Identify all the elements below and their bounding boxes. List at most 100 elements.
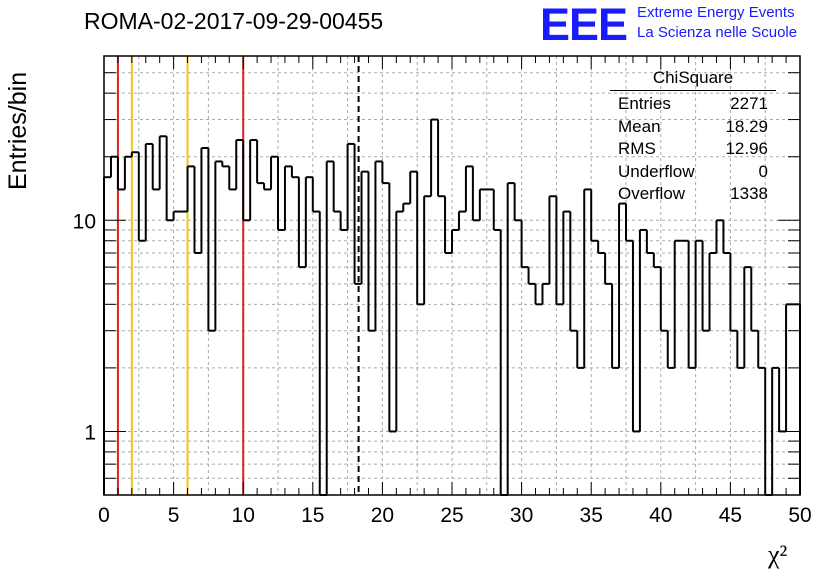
histogram-bin — [513, 183, 522, 222]
histogram-bin — [332, 161, 341, 213]
histogram-bin — [645, 229, 654, 255]
histogram-bin — [277, 156, 285, 231]
histogram-bin — [631, 240, 640, 433]
histogram-bin — [290, 166, 299, 179]
stats-label: Overflow — [618, 184, 686, 203]
histogram-bin — [659, 267, 668, 332]
histogram-bin — [590, 189, 599, 242]
histogram-bin — [492, 189, 501, 231]
stats-row-entries: Entries 2271 — [610, 93, 776, 116]
histogram-bin — [638, 228, 647, 432]
histogram-bin — [297, 177, 306, 269]
histogram-bin — [569, 211, 578, 332]
stats-value: 0 — [758, 161, 768, 181]
histogram-bin — [116, 156, 125, 191]
histogram-bin — [611, 283, 620, 369]
x-tick-label: 25 — [440, 504, 463, 527]
stats-value: 12.96 — [725, 139, 768, 158]
histogram-bin — [193, 166, 202, 255]
histogram-bin — [444, 196, 452, 255]
histogram-bin — [409, 170, 418, 204]
histogram-bin — [339, 211, 348, 231]
histogram-bin — [395, 210, 404, 432]
histogram-bin — [283, 165, 292, 230]
histogram-bin — [694, 239, 703, 368]
x-tick-label: 10 — [232, 504, 255, 527]
x-tick-label: 50 — [788, 504, 811, 527]
histogram-bin — [464, 165, 473, 212]
histogram-bin — [130, 151, 139, 157]
histogram-bin — [548, 195, 557, 284]
histogram-bin — [583, 188, 592, 368]
x-tick-label: 45 — [719, 504, 742, 527]
stats-value: 2271 — [730, 94, 768, 113]
axis-ticks — [103, 55, 801, 496]
x-tick-label: 0 — [98, 504, 110, 527]
reference-lines — [116, 56, 360, 495]
histogram-bin — [506, 182, 515, 495]
stats-value: 18.29 — [725, 116, 768, 136]
histogram-bin — [353, 143, 362, 285]
histogram-bin — [388, 183, 397, 433]
grid-lines — [104, 55, 800, 496]
histogram-bin — [757, 330, 766, 369]
histogram-bin — [625, 203, 633, 242]
logo-caption-2: La Scienza nelle Scuole — [637, 24, 798, 41]
histogram-bin — [360, 170, 369, 284]
histogram-bin — [778, 367, 787, 433]
histogram-bin — [673, 239, 682, 368]
histogram-bin — [137, 152, 146, 242]
histogram-bin — [652, 253, 661, 269]
histogram-bin — [207, 148, 216, 332]
histogram-bin — [186, 165, 195, 212]
histogram-bin — [214, 160, 223, 331]
histogram-bin — [325, 160, 334, 495]
histogram-bin — [151, 143, 160, 191]
x-tick-label: 40 — [649, 504, 672, 527]
histogram-bin — [729, 253, 738, 332]
histogram-bin — [270, 155, 278, 190]
stats-title: ChiSquare — [610, 68, 776, 91]
histogram-bin — [618, 202, 626, 368]
histogram-bin — [708, 252, 717, 331]
stats-row-rms: RMS 12.96 — [610, 138, 776, 161]
histogram-bin — [520, 220, 529, 269]
y-tick-label: 10 — [73, 210, 96, 233]
histogram-bin — [172, 210, 181, 221]
x-tick-label: 30 — [510, 504, 533, 527]
histogram-bin — [541, 282, 550, 305]
histogram-bin — [158, 135, 167, 190]
histogram-bin — [263, 183, 272, 191]
histogram-bin — [597, 240, 606, 255]
histogram-bin — [416, 171, 425, 306]
histogram-bin — [381, 161, 390, 185]
stats-value: 1338 — [730, 184, 768, 203]
histogram-bin — [736, 330, 745, 369]
stats-label: Entries — [618, 94, 671, 113]
x-tick-label: 15 — [301, 504, 324, 527]
histogram-bin — [200, 147, 209, 254]
histogram-bin — [228, 166, 237, 191]
y-tick-label: 1 — [84, 421, 96, 444]
stats-row-overflow: Overflow 1338 — [610, 183, 776, 206]
histogram-bin — [555, 196, 564, 306]
histogram-bin — [346, 142, 355, 230]
histogram-bin — [367, 171, 376, 332]
stats-row-underflow: Underflow 0 — [610, 161, 776, 184]
histogram-bin — [144, 142, 153, 241]
y-axis-label: Entries/bin — [4, 71, 32, 190]
histogram-bin — [576, 330, 585, 369]
histogram-bin — [123, 155, 132, 190]
histogram-bin — [437, 119, 446, 198]
histogram-bin — [103, 176, 111, 495]
histogram-bin — [457, 210, 466, 230]
stats-row-mean: Mean 18.29 — [610, 116, 776, 139]
logo-caption-1: Extreme Energy Events — [637, 4, 795, 21]
histogram-bin — [423, 195, 432, 305]
histogram-bin — [534, 283, 543, 306]
histogram-bin — [451, 228, 459, 254]
histogram-bin — [687, 240, 696, 369]
x-axis-label: χ² — [768, 540, 788, 569]
stats-label: RMS — [618, 139, 656, 158]
